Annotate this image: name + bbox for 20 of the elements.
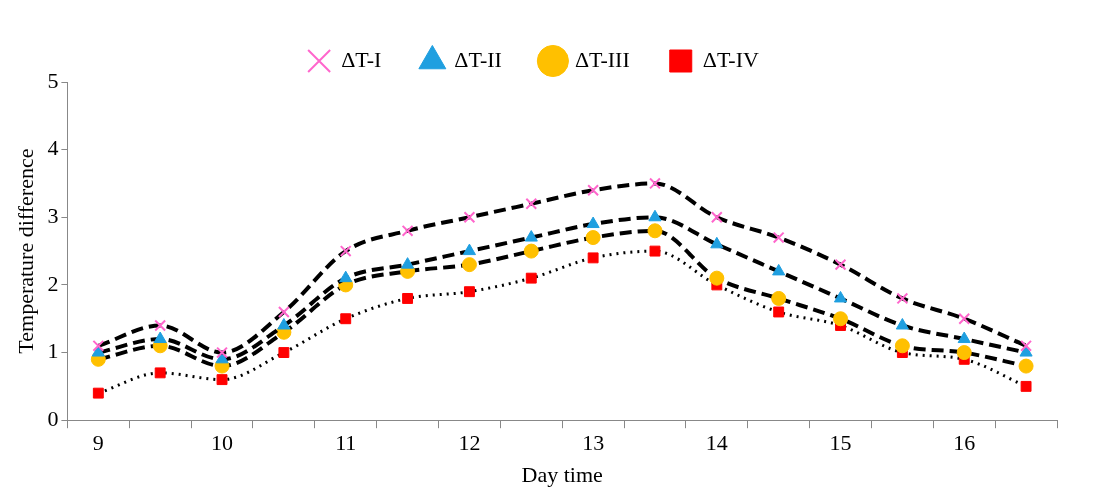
y-tick-label: 1 (47, 338, 59, 364)
legend-label: ΔT-II (454, 46, 502, 72)
x-tick-label: 16 (953, 430, 976, 456)
x-tick-label: 11 (335, 430, 357, 456)
y-tick-label: 2 (47, 270, 59, 296)
x-axis-title: Day time (521, 461, 603, 487)
x-tick-label: 15 (829, 430, 852, 456)
x-tick-label: 13 (582, 430, 605, 456)
legend-label: ΔT-IV (702, 46, 759, 72)
x-tick-label: 14 (705, 430, 728, 456)
y-tick-label: 3 (47, 203, 59, 229)
x-tick-label: 12 (458, 430, 481, 456)
legend-label: ΔT-III (574, 46, 630, 72)
y-tick-label: 5 (47, 67, 59, 93)
x-tick-label: 10 (211, 430, 234, 456)
x-tick-label: 9 (92, 430, 104, 456)
legend-label: ΔT-I (341, 46, 382, 72)
y-tick-label: 0 (47, 405, 59, 431)
y-tick-label: 4 (47, 135, 59, 161)
y-axis-title: Temperature difference (12, 148, 38, 354)
